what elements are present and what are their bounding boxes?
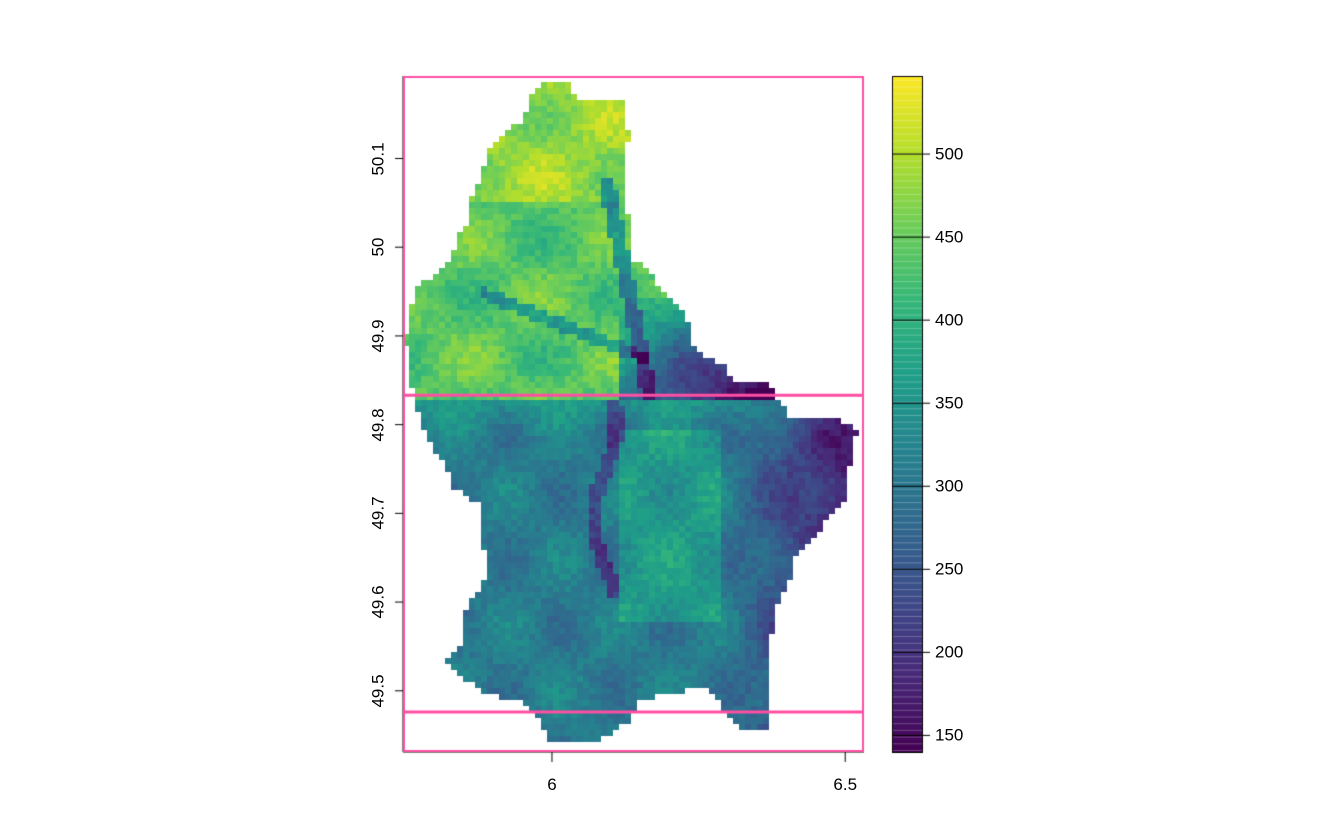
y-tick-label: 50 bbox=[368, 237, 388, 257]
colorbar-tick-label: 300 bbox=[935, 476, 964, 496]
colorbar-tick-label: 350 bbox=[935, 393, 964, 413]
y-tick-label: 50.1 bbox=[368, 141, 388, 176]
x-tick-label: 6.5 bbox=[833, 775, 858, 794]
colorbar-tick-label: 400 bbox=[935, 310, 964, 330]
colorbar-tick-label: 500 bbox=[935, 144, 964, 164]
y-tick-label: 49.9 bbox=[368, 319, 388, 353]
x-tick-label: 6 bbox=[547, 775, 557, 794]
colorbar-tick-label: 250 bbox=[935, 559, 964, 579]
y-tick-label: 49.5 bbox=[368, 674, 388, 708]
colorbar-tick-label: 200 bbox=[935, 642, 964, 662]
y-tick-label: 49.7 bbox=[368, 496, 388, 530]
colorbar-tick-label: 450 bbox=[935, 227, 964, 247]
y-tick-label: 49.8 bbox=[368, 408, 388, 442]
y-tick-label: 49.6 bbox=[368, 585, 388, 619]
colorbar-tick-label: 150 bbox=[935, 725, 964, 745]
